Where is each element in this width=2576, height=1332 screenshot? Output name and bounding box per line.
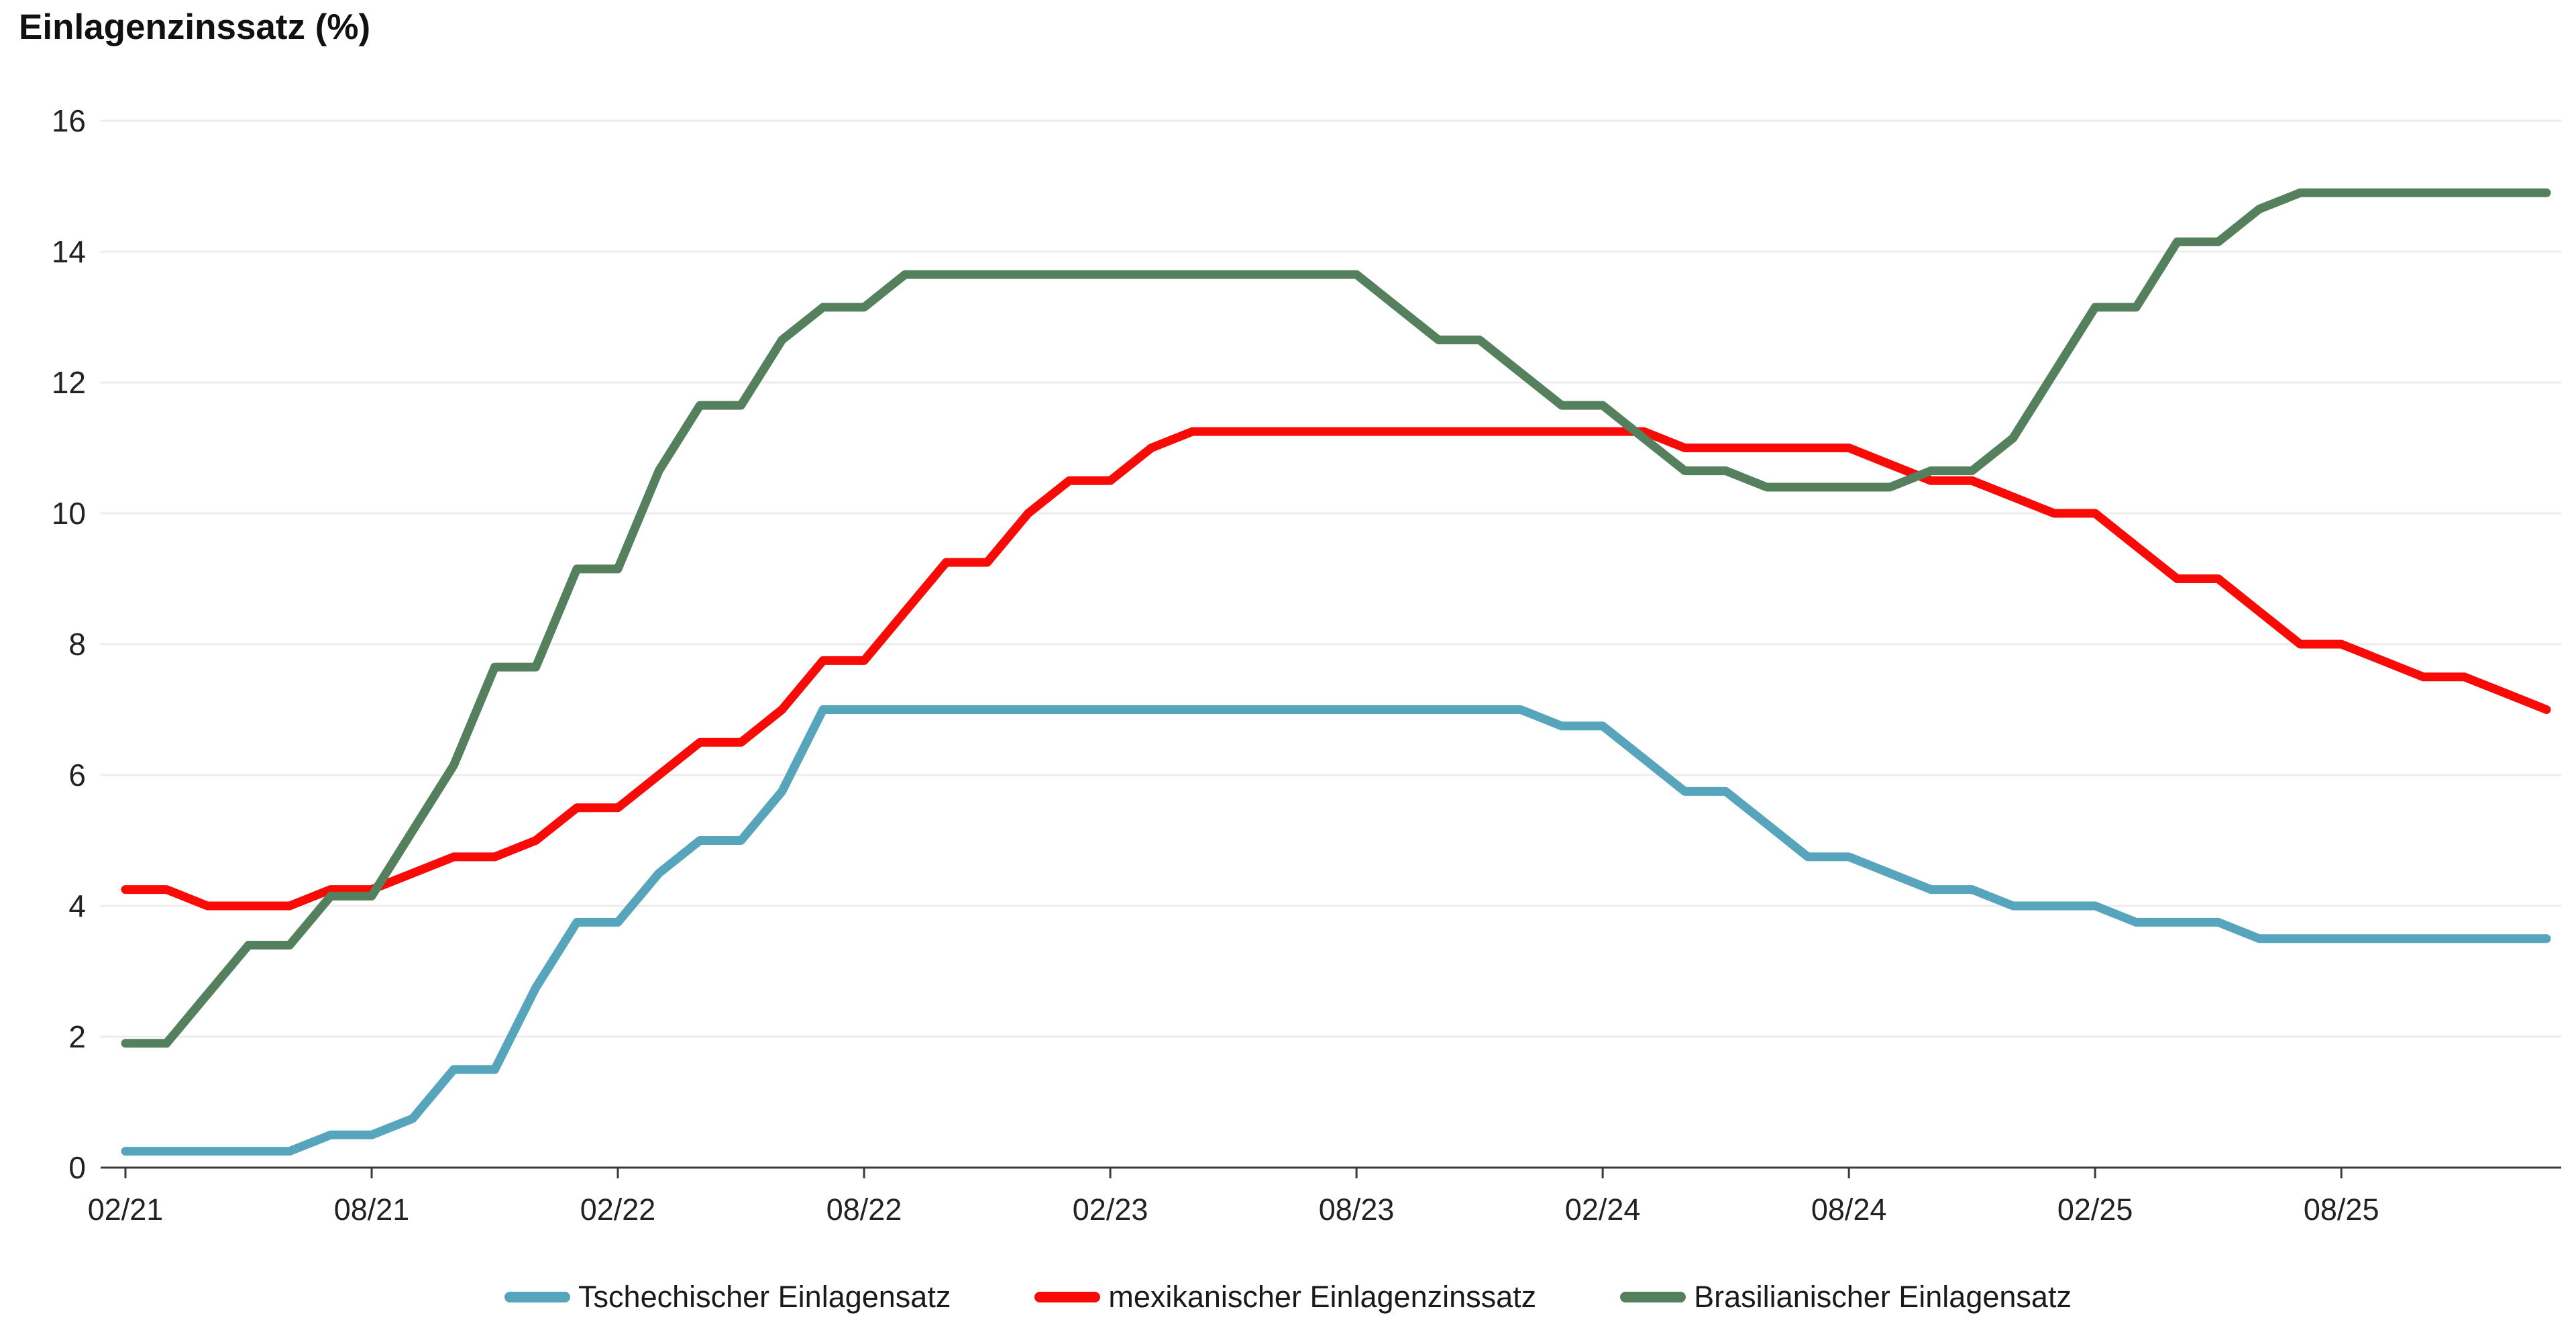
x-tick-label-02/21: 02/21 — [88, 1192, 164, 1227]
chart-title: Einlagenzinssatz (%) — [19, 7, 371, 47]
legend-item-brazil[interactable]: Brasilianischer Einlagensatz — [1620, 1280, 2072, 1315]
y-tick-label-8: 8 — [68, 627, 86, 662]
series-line-2 — [121, 188, 2551, 1048]
legend: Tschechischer Einlagensatz mexikanischer… — [0, 1270, 2576, 1324]
series-line-1 — [121, 427, 2551, 911]
x-tick-label-02/22: 02/22 — [580, 1192, 656, 1227]
y-tick-label-10: 10 — [52, 496, 86, 531]
y-tick-label-16: 16 — [52, 103, 86, 138]
x-tick-label-02/24: 02/24 — [1565, 1192, 1641, 1227]
legend-item-mexico[interactable]: mexikanischer Einlagenzinssatz — [1034, 1280, 1536, 1315]
legend-swatch-brazil — [1620, 1292, 1686, 1302]
legend-label-mexico: mexikanischer Einlagenzinssatz — [1108, 1280, 1537, 1314]
legend-swatch-czech — [504, 1292, 571, 1302]
y-tick-label-0: 0 — [68, 1150, 86, 1185]
x-tick-label-08/21: 08/21 — [334, 1192, 410, 1227]
x-tick-label-08/24: 08/24 — [1811, 1192, 1887, 1227]
y-tick-label-12: 12 — [52, 365, 86, 400]
x-tick-label-08/23: 08/23 — [1319, 1192, 1395, 1227]
legend-label-czech: Tschechischer Einlagensatz — [578, 1280, 951, 1314]
y-tick-label-4: 4 — [68, 888, 86, 923]
y-tick-label-6: 6 — [68, 758, 86, 792]
legend-swatch-mexico — [1034, 1292, 1101, 1302]
y-tick-label-14: 14 — [52, 234, 86, 269]
x-tick-label-08/22: 08/22 — [826, 1192, 902, 1227]
series-line-0 — [121, 705, 2551, 1156]
y-tick-label-2: 2 — [68, 1019, 86, 1054]
legend-item-czech[interactable]: Tschechischer Einlagensatz — [504, 1280, 951, 1315]
x-tick-label-02/23: 02/23 — [1073, 1192, 1148, 1227]
legend-label-brazil: Brasilianischer Einlagensatz — [1694, 1280, 2072, 1314]
x-tick-label-08/25: 08/25 — [2304, 1192, 2379, 1227]
x-tick-label-02/25: 02/25 — [2057, 1192, 2133, 1227]
